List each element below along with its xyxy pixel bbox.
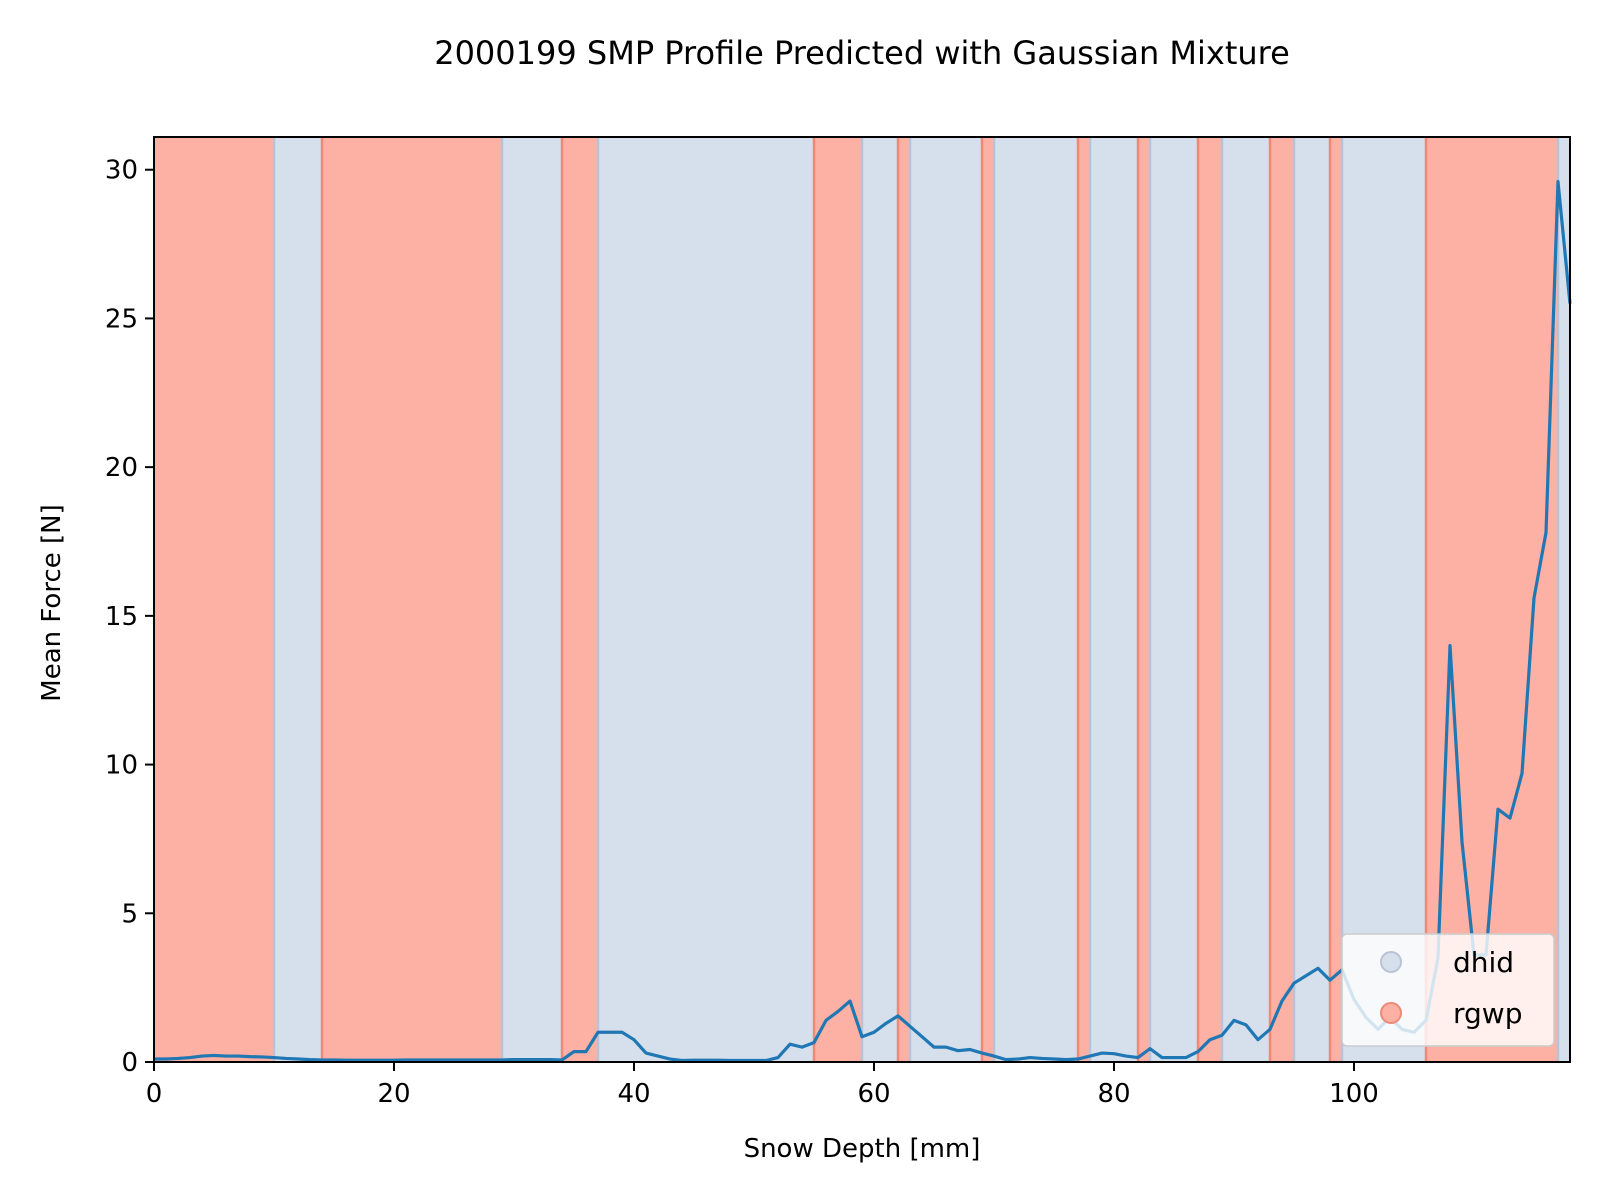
- x-tick-label: 0: [146, 1079, 163, 1109]
- plot-frame: [153, 136, 1571, 1063]
- legend: dhid rgwp: [1341, 933, 1555, 1047]
- y-tick-label: 20: [105, 453, 138, 483]
- x-tick-label: 20: [377, 1079, 410, 1109]
- y-tick-label: 30: [105, 156, 138, 186]
- y-tick-label: 5: [121, 899, 138, 929]
- segment-rgwp: [322, 137, 502, 1062]
- segment-dhid: [862, 137, 898, 1062]
- class-segments: [154, 137, 1570, 1062]
- legend-marker-rgwp: [1380, 1002, 1402, 1024]
- segment-dhid: [910, 137, 982, 1062]
- legend-marker-dhid: [1380, 951, 1402, 973]
- chart-title: 2000199 SMP Profile Predicted with Gauss…: [434, 34, 1290, 72]
- segment-dhid: [1090, 137, 1138, 1062]
- y-tick-label: 15: [105, 602, 138, 632]
- x-tick-label: 80: [1097, 1079, 1130, 1109]
- axes: 0 20 40 60 80 100 0 5 10 15 20 25 30: [105, 136, 1571, 1109]
- segment-dhid: [1558, 137, 1570, 1062]
- segment-dhid: [1150, 137, 1198, 1062]
- segment-rgwp: [814, 137, 862, 1062]
- segment-dhid: [274, 137, 322, 1062]
- segment-rgwp: [1426, 137, 1558, 1062]
- y-axis-label: Mean Force [N]: [37, 504, 67, 701]
- x-tick-label: 60: [857, 1079, 890, 1109]
- segment-rgwp: [562, 137, 598, 1062]
- series-layer: [154, 180, 1572, 1063]
- y-tick-label: 10: [105, 751, 138, 781]
- segment-rgwp: [898, 137, 910, 1062]
- segment-rgwp: [1198, 137, 1222, 1062]
- y-tick-label: 25: [105, 304, 138, 334]
- legend-label-rgwp: rgwp: [1453, 997, 1522, 1030]
- x-tick-label: 40: [617, 1079, 650, 1109]
- segment-rgwp: [1330, 137, 1342, 1062]
- segment-dhid: [1342, 137, 1426, 1062]
- segment-rgwp: [1138, 137, 1150, 1062]
- segment-dhid: [994, 137, 1078, 1062]
- segment-dhid: [502, 137, 562, 1062]
- y-tick-label: 0: [121, 1048, 138, 1078]
- segment-rgwp: [982, 137, 994, 1062]
- segment-dhid: [1294, 137, 1330, 1062]
- legend-label-dhid: dhid: [1453, 946, 1514, 979]
- segment-dhid: [1222, 137, 1270, 1062]
- segment-rgwp: [154, 137, 274, 1062]
- series-line: [154, 180, 1572, 1063]
- segment-rgwp: [1078, 137, 1090, 1062]
- x-axis-label: Snow Depth [mm]: [744, 1134, 981, 1164]
- x-tick-label: 100: [1329, 1079, 1379, 1109]
- segment-dhid: [598, 137, 814, 1062]
- segment-rgwp: [1270, 137, 1294, 1062]
